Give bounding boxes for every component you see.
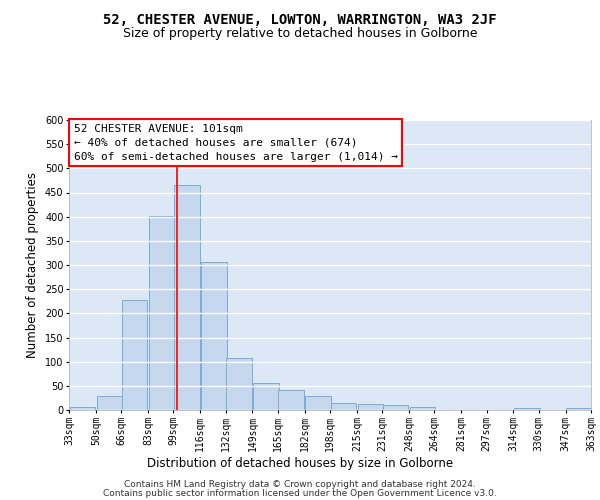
Text: Distribution of detached houses by size in Golborne: Distribution of detached houses by size … [147,458,453,470]
Bar [278,390,304,410]
Bar [331,403,356,410]
Bar [149,216,175,410]
Bar [174,185,200,410]
Bar [358,404,383,410]
Text: Contains HM Land Registry data © Crown copyright and database right 2024.: Contains HM Land Registry data © Crown c… [124,480,476,489]
Text: 52, CHESTER AVENUE, LOWTON, WARRINGTON, WA3 2JF: 52, CHESTER AVENUE, LOWTON, WARRINGTON, … [103,12,497,26]
Bar [410,406,436,410]
Bar [201,262,227,410]
Bar [70,406,95,410]
Text: Size of property relative to detached houses in Golborne: Size of property relative to detached ho… [123,28,477,40]
Bar [383,405,409,410]
Y-axis label: Number of detached properties: Number of detached properties [26,172,39,358]
Bar [226,358,252,410]
Bar [122,300,148,410]
Bar [305,396,331,410]
Bar [514,408,540,410]
Bar [97,396,122,410]
Bar [253,384,279,410]
Bar [566,408,592,410]
Text: 52 CHESTER AVENUE: 101sqm
← 40% of detached houses are smaller (674)
60% of semi: 52 CHESTER AVENUE: 101sqm ← 40% of detac… [74,124,398,162]
Text: Contains public sector information licensed under the Open Government Licence v3: Contains public sector information licen… [103,489,497,498]
